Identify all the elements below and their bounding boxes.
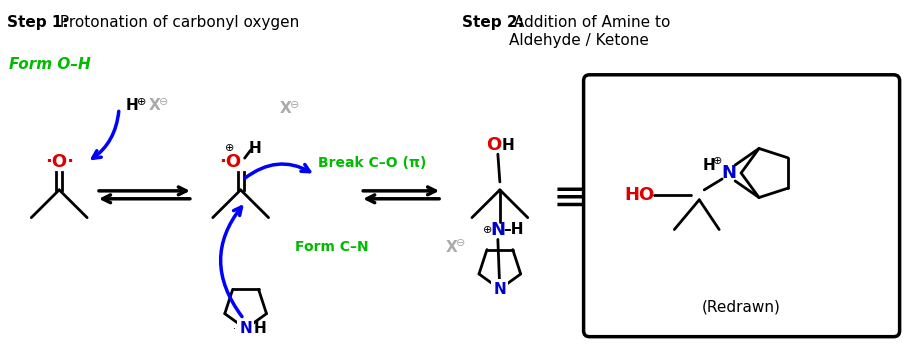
Text: Protonation of carbonyl oxygen: Protonation of carbonyl oxygen [55,15,299,30]
Text: H: H [248,141,261,156]
Text: Form O–H: Form O–H [9,57,91,72]
Text: ⊖: ⊖ [290,100,299,110]
Text: H: H [253,321,265,336]
Text: X: X [279,101,291,116]
Text: ⊕: ⊕ [137,97,146,107]
Text: H: H [501,138,514,153]
Text: Form C–N: Form C–N [295,240,368,254]
Text: N: N [489,220,505,238]
Text: Break C–O (π): Break C–O (π) [318,156,426,170]
Text: ⊕: ⊕ [483,225,492,235]
Text: ⊕: ⊕ [712,156,722,166]
Text: ⊖: ⊖ [456,238,465,248]
Text: ·O: ·O [219,153,241,171]
Text: ··: ·· [232,324,238,334]
Text: HO: HO [624,186,654,204]
Text: ·O·: ·O· [44,153,74,171]
Text: ⊖: ⊖ [159,97,168,107]
Text: X: X [149,98,161,113]
Text: N: N [721,164,736,182]
Text: Addition of Amine to
Aldehyde / Ketone: Addition of Amine to Aldehyde / Ketone [508,15,669,48]
Text: –H: –H [503,222,524,237]
Text: ≡: ≡ [552,177,586,219]
Text: H: H [126,98,138,113]
Text: ⊕: ⊕ [225,143,234,153]
Text: H: H [702,157,715,173]
FancyBboxPatch shape [583,75,898,337]
Text: Step 1:: Step 1: [7,15,69,30]
Text: Step 2:: Step 2: [461,15,523,30]
Text: X: X [446,240,457,255]
Text: N: N [493,282,506,297]
Text: N: N [239,321,252,336]
Text: O: O [486,136,501,154]
Text: (Redrawn): (Redrawn) [701,299,779,315]
